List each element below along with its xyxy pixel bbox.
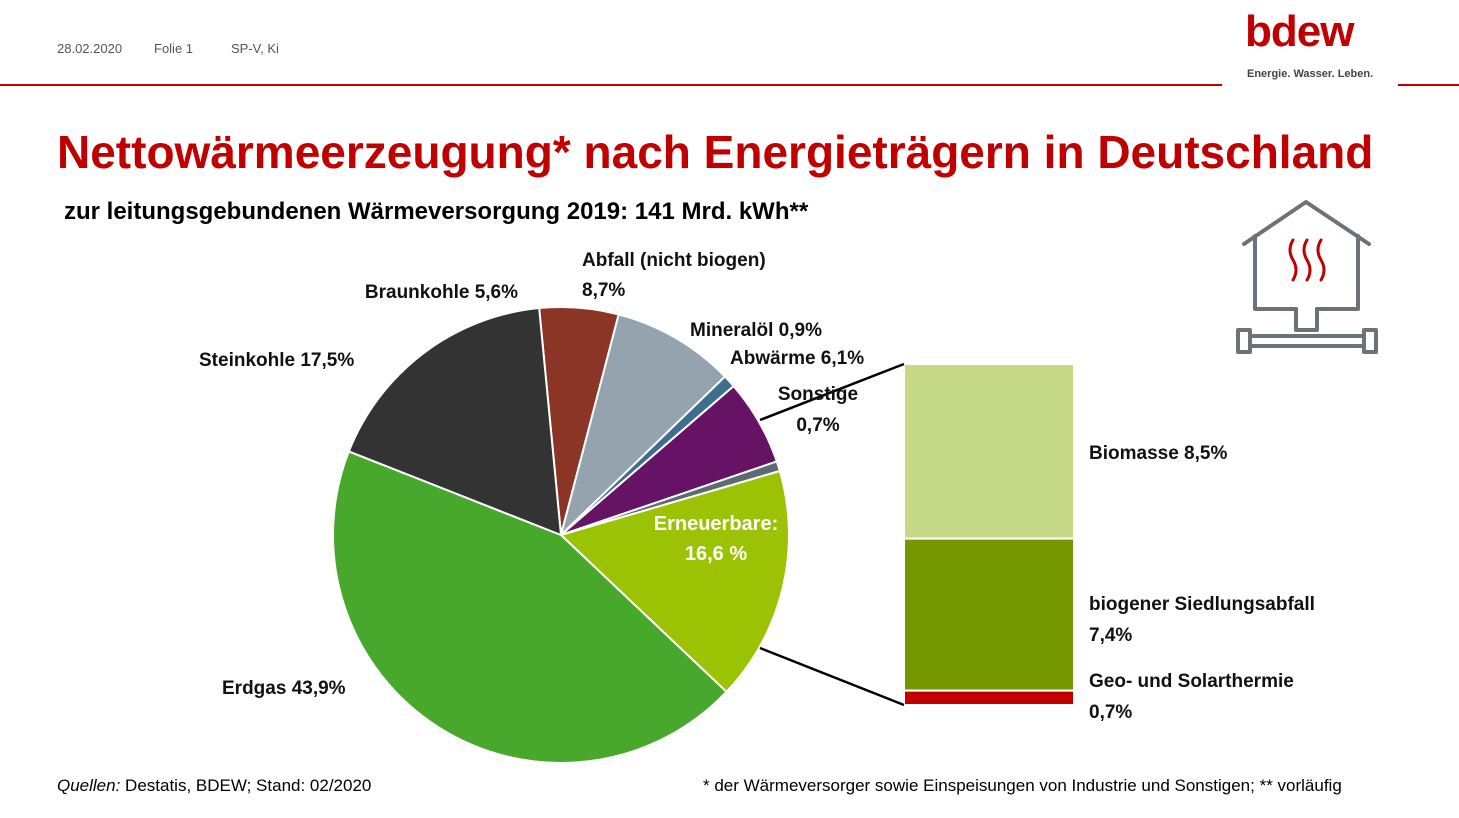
page-title: Nettowärmeerzeugung* nach Energieträgern… [57,126,1374,178]
source-text: Destatis, BDEW; Stand: 02/2020 [120,776,372,795]
pie-label-mineral-l: Mineralöl 0,9% [690,320,822,341]
stacked-bar-chart [903,363,1075,706]
header-slide-number: Folie 1 [154,41,194,56]
pie-slice-steinkohle [347,306,563,537]
pie-label-abfall-nicht-biogen: Abfall (nicht biogen) 8,7% [582,250,766,301]
bar-label-geo-und-solarthermie: Geo- und Solarthermie 0,7% [1089,671,1294,723]
logo-tagline: Energie. Wasser. Leben. [1247,68,1374,80]
pie-slice-erdgas [332,450,728,764]
pie-label-erdgas: Erdgas 43,9% [222,678,346,699]
bdew-logo: bdew [1245,7,1354,56]
bar-label-biogener-siedlungsabfall: biogener Siedlungsabfall 7,4% [1089,594,1315,646]
connector-line-top [759,362,905,422]
header-department: SP-V, Ki [231,41,279,56]
pie-label-steinkohle: Steinkohle 17,5% [199,350,354,371]
house-heating-icon [1236,200,1378,354]
pie-label-erneuerbare: Erneuerbare: 16,6 % [654,513,779,565]
pie-slice-erneuerbare [559,469,790,694]
pie-chart [332,306,790,764]
bar-segment-biogener-siedlungsabfall [903,537,1075,692]
pie-label-abw-rme: Abwärme 6,1% [730,348,864,369]
source-note: Quellen: Destatis, BDEW; Stand: 02/2020 [57,776,371,796]
bar-segment-geo-und-solarthermie [903,689,1075,706]
footnote: * der Wärmeversorger sowie Einspeisungen… [703,776,1342,795]
bar-label-biomasse: Biomasse 8,5% [1089,443,1227,464]
page-subtitle: zur leitungsgebundenen Wärmeversorgung 2… [64,198,809,225]
header-date: 28.02.2020 [57,41,123,56]
pie-slice-abfall-nicht-biogen [559,313,727,539]
chart-labels: Braunkohle 5,6% Abfall (nicht biogen) 8,7%… [199,250,1315,723]
header-rule-left [0,84,1222,86]
connector-line-bottom [759,646,905,707]
bar-segment-biomasse [903,363,1075,540]
source-label: Quellen: [57,776,121,795]
pie-label-braunkohle: Braunkohle 5,6% [365,282,518,303]
pie-label-sonstige: Sonstige 0,7% [778,384,858,436]
header-rule-right [1398,84,1459,86]
